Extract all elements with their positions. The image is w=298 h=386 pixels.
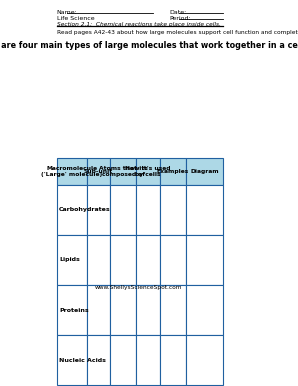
- FancyBboxPatch shape: [160, 335, 186, 386]
- FancyBboxPatch shape: [87, 235, 110, 285]
- FancyBboxPatch shape: [136, 285, 160, 335]
- Text: Diagram: Diagram: [190, 169, 219, 174]
- Text: How it's used
by cells: How it's used by cells: [125, 166, 171, 177]
- FancyBboxPatch shape: [57, 185, 87, 235]
- FancyBboxPatch shape: [160, 285, 186, 335]
- FancyBboxPatch shape: [160, 185, 186, 235]
- FancyBboxPatch shape: [186, 158, 223, 185]
- FancyBboxPatch shape: [186, 235, 223, 285]
- FancyBboxPatch shape: [186, 285, 223, 335]
- FancyBboxPatch shape: [110, 285, 136, 335]
- FancyBboxPatch shape: [87, 335, 110, 386]
- Text: Name:: Name:: [57, 10, 77, 15]
- FancyBboxPatch shape: [87, 158, 110, 185]
- FancyBboxPatch shape: [87, 185, 110, 235]
- Text: Date:: Date:: [169, 10, 186, 15]
- FancyBboxPatch shape: [136, 235, 160, 285]
- FancyBboxPatch shape: [110, 185, 136, 235]
- Text: Proteins: Proteins: [59, 308, 89, 313]
- Text: Sub-unit: Sub-unit: [84, 169, 113, 174]
- Text: Nucleic Acids: Nucleic Acids: [59, 358, 106, 363]
- FancyBboxPatch shape: [186, 335, 223, 386]
- Text: Carbohydrates: Carbohydrates: [59, 207, 111, 212]
- FancyBboxPatch shape: [136, 158, 160, 185]
- FancyBboxPatch shape: [110, 335, 136, 386]
- FancyBboxPatch shape: [87, 285, 110, 335]
- FancyBboxPatch shape: [136, 335, 160, 386]
- FancyBboxPatch shape: [57, 335, 87, 386]
- FancyBboxPatch shape: [160, 158, 186, 185]
- FancyBboxPatch shape: [110, 235, 136, 285]
- Text: Atoms that its
composed of: Atoms that its composed of: [99, 166, 148, 177]
- FancyBboxPatch shape: [136, 185, 160, 235]
- FancyBboxPatch shape: [57, 235, 87, 285]
- Text: Lipids: Lipids: [59, 257, 80, 262]
- Text: Read pages A42-43 about how large molecules support cell function and complete t: Read pages A42-43 about how large molecu…: [57, 30, 298, 34]
- FancyBboxPatch shape: [57, 158, 87, 185]
- Text: Section 2.1:  Chemical reactions take place inside cells.: Section 2.1: Chemical reactions take pla…: [57, 22, 221, 27]
- Text: Life Science: Life Science: [57, 16, 94, 21]
- Text: Examples: Examples: [157, 169, 189, 174]
- Text: Macromolecule
('Large' molecule): Macromolecule ('Large' molecule): [41, 166, 103, 177]
- FancyBboxPatch shape: [57, 285, 87, 335]
- Text: Period:: Period:: [169, 16, 190, 21]
- FancyBboxPatch shape: [160, 235, 186, 285]
- FancyBboxPatch shape: [186, 185, 223, 235]
- Text: www.ShellysScienceSpot.com: www.ShellysScienceSpot.com: [95, 285, 183, 290]
- FancyBboxPatch shape: [110, 158, 136, 185]
- Text: There are four main types of large molecules that work together in a cell:: There are four main types of large molec…: [0, 41, 298, 50]
